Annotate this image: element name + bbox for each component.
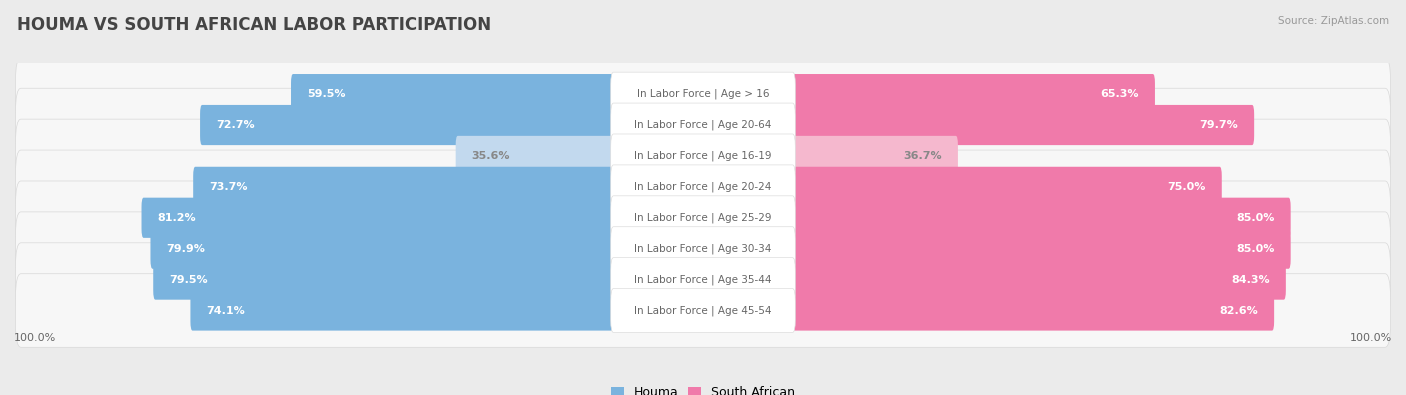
FancyBboxPatch shape bbox=[610, 72, 796, 116]
FancyBboxPatch shape bbox=[291, 74, 704, 114]
Text: 79.7%: 79.7% bbox=[1199, 120, 1239, 130]
FancyBboxPatch shape bbox=[15, 88, 1391, 162]
FancyBboxPatch shape bbox=[702, 198, 1291, 238]
FancyBboxPatch shape bbox=[15, 212, 1391, 286]
FancyBboxPatch shape bbox=[610, 196, 796, 240]
Text: 75.0%: 75.0% bbox=[1167, 182, 1206, 192]
Text: In Labor Force | Age 20-64: In Labor Force | Age 20-64 bbox=[634, 120, 772, 130]
Text: 73.7%: 73.7% bbox=[209, 182, 247, 192]
Legend: Houma, South African: Houma, South African bbox=[606, 381, 800, 395]
FancyBboxPatch shape bbox=[15, 150, 1391, 224]
FancyBboxPatch shape bbox=[15, 181, 1391, 254]
Text: In Labor Force | Age 35-44: In Labor Force | Age 35-44 bbox=[634, 275, 772, 285]
FancyBboxPatch shape bbox=[190, 290, 704, 331]
Text: In Labor Force | Age 20-24: In Labor Force | Age 20-24 bbox=[634, 182, 772, 192]
Text: 82.6%: 82.6% bbox=[1219, 305, 1258, 316]
FancyBboxPatch shape bbox=[200, 105, 704, 145]
FancyBboxPatch shape bbox=[15, 119, 1391, 193]
FancyBboxPatch shape bbox=[610, 134, 796, 178]
FancyBboxPatch shape bbox=[153, 260, 704, 300]
FancyBboxPatch shape bbox=[702, 290, 1274, 331]
Text: 65.3%: 65.3% bbox=[1101, 89, 1139, 99]
FancyBboxPatch shape bbox=[702, 105, 1254, 145]
Text: In Labor Force | Age 30-34: In Labor Force | Age 30-34 bbox=[634, 243, 772, 254]
Text: In Labor Force | Age 16-19: In Labor Force | Age 16-19 bbox=[634, 150, 772, 161]
Text: 100.0%: 100.0% bbox=[1350, 333, 1392, 343]
Text: In Labor Force | Age 25-29: In Labor Force | Age 25-29 bbox=[634, 213, 772, 223]
Text: 100.0%: 100.0% bbox=[14, 333, 56, 343]
FancyBboxPatch shape bbox=[610, 227, 796, 271]
FancyBboxPatch shape bbox=[702, 167, 1222, 207]
FancyBboxPatch shape bbox=[193, 167, 704, 207]
Text: HOUMA VS SOUTH AFRICAN LABOR PARTICIPATION: HOUMA VS SOUTH AFRICAN LABOR PARTICIPATI… bbox=[17, 16, 491, 34]
FancyBboxPatch shape bbox=[610, 103, 796, 147]
Text: In Labor Force | Age > 16: In Labor Force | Age > 16 bbox=[637, 89, 769, 100]
FancyBboxPatch shape bbox=[610, 165, 796, 209]
FancyBboxPatch shape bbox=[15, 243, 1391, 316]
Text: 36.7%: 36.7% bbox=[904, 151, 942, 161]
FancyBboxPatch shape bbox=[15, 274, 1391, 347]
Text: 79.5%: 79.5% bbox=[169, 275, 208, 284]
FancyBboxPatch shape bbox=[702, 229, 1291, 269]
FancyBboxPatch shape bbox=[15, 57, 1391, 131]
FancyBboxPatch shape bbox=[150, 229, 704, 269]
Text: 81.2%: 81.2% bbox=[157, 213, 195, 223]
Text: 59.5%: 59.5% bbox=[307, 89, 346, 99]
Text: 84.3%: 84.3% bbox=[1232, 275, 1270, 284]
Text: In Labor Force | Age 45-54: In Labor Force | Age 45-54 bbox=[634, 305, 772, 316]
Text: 85.0%: 85.0% bbox=[1236, 244, 1275, 254]
Text: 35.6%: 35.6% bbox=[471, 151, 510, 161]
FancyBboxPatch shape bbox=[702, 74, 1154, 114]
FancyBboxPatch shape bbox=[610, 289, 796, 333]
FancyBboxPatch shape bbox=[456, 136, 704, 176]
FancyBboxPatch shape bbox=[702, 260, 1286, 300]
FancyBboxPatch shape bbox=[142, 198, 704, 238]
Text: Source: ZipAtlas.com: Source: ZipAtlas.com bbox=[1278, 16, 1389, 26]
Text: 74.1%: 74.1% bbox=[207, 305, 245, 316]
Text: 72.7%: 72.7% bbox=[217, 120, 254, 130]
Text: 85.0%: 85.0% bbox=[1236, 213, 1275, 223]
FancyBboxPatch shape bbox=[610, 258, 796, 301]
Text: 79.9%: 79.9% bbox=[166, 244, 205, 254]
FancyBboxPatch shape bbox=[702, 136, 957, 176]
